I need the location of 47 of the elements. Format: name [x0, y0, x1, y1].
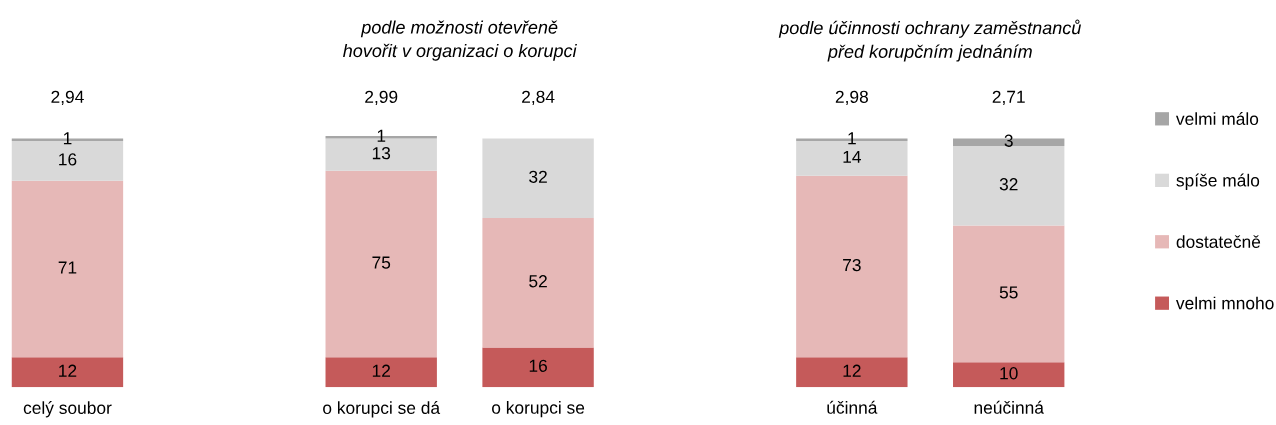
text: 2,84	[522, 90, 555, 106]
x-tick-label: o korupci se	[492, 401, 585, 418]
legend-label: velmi mnoho	[1175, 296, 1274, 310]
data-label: 73	[843, 258, 861, 272]
data-label: 1	[848, 132, 856, 145]
data-label: 75	[372, 256, 391, 269]
data-label: 1	[63, 132, 72, 145]
data-label: 55	[999, 286, 1018, 299]
data-label: 14	[843, 150, 861, 163]
text: 2,71	[992, 90, 1025, 106]
bar	[953, 145, 1065, 226]
data-label: 12	[59, 364, 77, 377]
data-label: 32	[999, 178, 1018, 191]
text: 2,98	[835, 90, 868, 106]
data-label: 13	[372, 147, 391, 160]
data-label: 32	[529, 170, 547, 183]
data-label: 16	[59, 153, 77, 166]
bar	[325, 357, 437, 388]
bar	[11, 357, 124, 388]
data-label: 3	[1004, 134, 1013, 147]
text: 2,99	[365, 90, 398, 106]
text: 2,94	[51, 90, 84, 106]
bar	[953, 362, 1065, 388]
data-label: 12	[843, 364, 861, 377]
bar	[482, 138, 594, 219]
bar	[482, 347, 594, 388]
x-tick-label: neúčinná	[974, 400, 1044, 414]
bar	[482, 218, 594, 348]
bar	[325, 170, 437, 358]
text: podle účinnosti ochrany zaměstnanců před korupčním jednáním	[778, 19, 1081, 62]
bar	[796, 175, 908, 358]
legend-label: velmi málo	[1175, 112, 1259, 126]
data-label: 12	[372, 364, 390, 377]
data-label: 10	[1000, 367, 1018, 380]
x-tick-label: celý soubor	[23, 401, 112, 418]
data-label: 71	[58, 261, 77, 274]
data-label: 1	[377, 129, 386, 142]
text: podle možnosti otevřeně hovořit v organizaci o korupci	[343, 20, 577, 61]
legend-label: spíše málo	[1176, 173, 1260, 190]
data-label: 52	[529, 275, 547, 288]
x-tick-label: o korupci se dá	[323, 401, 441, 418]
data-label: 16	[529, 359, 547, 372]
bar	[11, 180, 124, 358]
bar	[796, 357, 908, 388]
x-tick-label: účinná	[827, 400, 878, 414]
bar	[953, 225, 1065, 363]
legend-label: dostatečně	[1176, 235, 1261, 248]
